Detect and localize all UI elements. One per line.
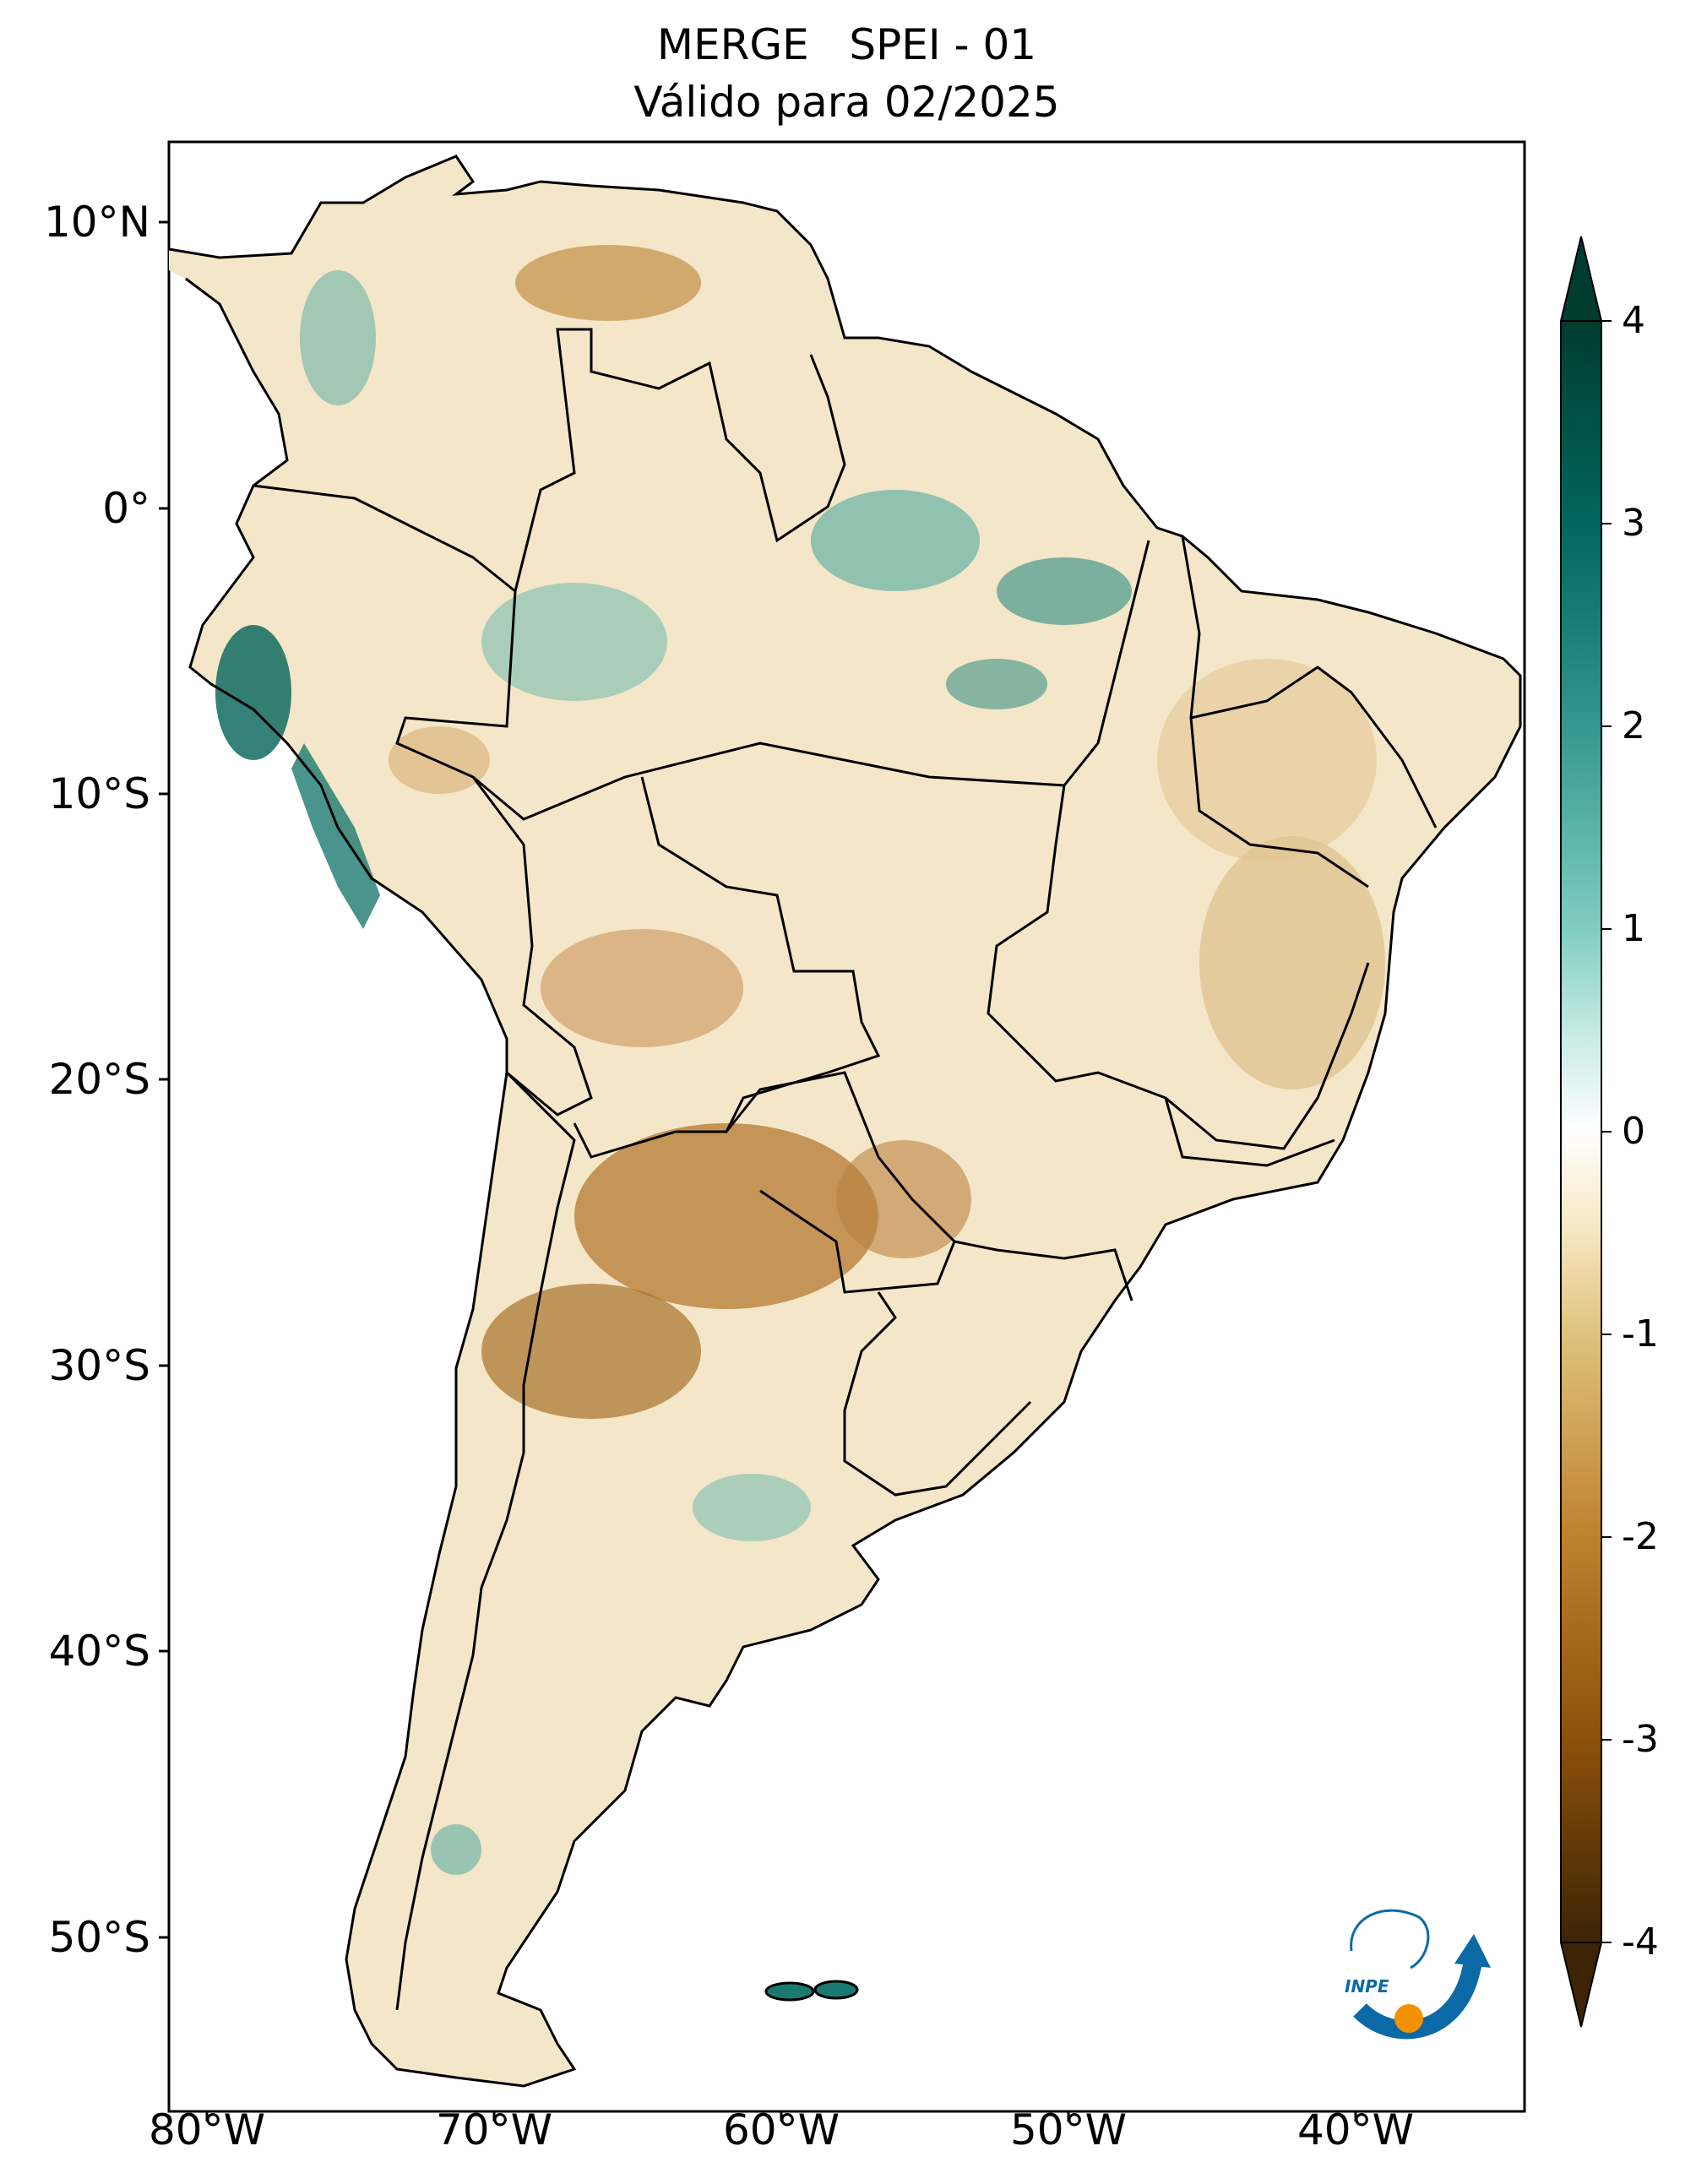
dry-region-minas-gerais bbox=[1199, 836, 1385, 1089]
lat-tick-50s: 50°S bbox=[48, 1913, 150, 1962]
colorbar-label-1: 1 bbox=[1622, 907, 1645, 950]
colorbar-label-3: 3 bbox=[1622, 502, 1645, 545]
wet-region-patagonia bbox=[431, 1824, 481, 1875]
wet-region-guyana bbox=[811, 490, 980, 591]
wet-region-buenos-aires bbox=[693, 1474, 811, 1541]
lat-tick-40s: 40°S bbox=[48, 1627, 150, 1676]
colorbar bbox=[1559, 236, 1612, 2028]
wet-region-colombia bbox=[300, 270, 376, 405]
border-bolivia bbox=[573, 776, 881, 1159]
colorbar-extend-bottom bbox=[1559, 1942, 1603, 2028]
border-venezuela-colombia bbox=[514, 328, 846, 592]
colorbar-label-4: 4 bbox=[1622, 299, 1645, 342]
colorbar-tick-marks bbox=[1601, 320, 1612, 1943]
border-brazil-bahia bbox=[1190, 666, 1438, 829]
border-uruguay bbox=[843, 1291, 1032, 1497]
dry-region-paraguay bbox=[836, 1140, 971, 1258]
lat-tick-20s: 20°S bbox=[48, 1055, 150, 1104]
lat-tick-30s: 30°S bbox=[48, 1341, 150, 1390]
colorbar-label-neg2: -2 bbox=[1622, 1515, 1659, 1558]
lon-tick-60w: 60°W bbox=[722, 2105, 840, 2154]
lat-tick-0: 0° bbox=[102, 484, 150, 533]
map-title: MERGE SPEI - 01 bbox=[656, 20, 1037, 69]
colorbar-extend-top bbox=[1559, 236, 1603, 322]
dry-region-bahia bbox=[1157, 659, 1377, 861]
colorbar-label-neg3: -3 bbox=[1622, 1718, 1659, 1761]
dry-region-venezuela bbox=[515, 245, 701, 321]
wet-region-para bbox=[997, 557, 1132, 625]
axis-ticks bbox=[159, 220, 1357, 2122]
colorbar-bar bbox=[1560, 320, 1602, 1943]
border-minas-gerais bbox=[1165, 962, 1370, 1150]
lat-tick-10s: 10°S bbox=[48, 769, 150, 818]
lat-tick-10n: 10°N bbox=[43, 198, 150, 247]
colorbar-label-2: 2 bbox=[1622, 704, 1645, 747]
lon-tick-70w: 70°W bbox=[435, 2105, 553, 2154]
border-chile-argentina bbox=[395, 1071, 576, 2011]
dry-region-peru-south bbox=[389, 726, 490, 794]
inpe-logo bbox=[1350, 1909, 1491, 2040]
map-subtitle: Válido para 02/2025 bbox=[633, 78, 1060, 127]
inpe-logo-text: INPE bbox=[1345, 1976, 1389, 1997]
wet-region-peru-coast bbox=[291, 743, 380, 929]
lon-tick-80w: 80°W bbox=[148, 2105, 266, 2154]
dry-region-chaco bbox=[574, 1123, 878, 1309]
wet-region-para-south bbox=[946, 659, 1047, 709]
border-brazil-north bbox=[253, 484, 1150, 821]
wet-region-amazonas bbox=[481, 583, 667, 701]
lon-tick-50w: 50°W bbox=[1009, 2105, 1128, 2154]
country-borders bbox=[168, 155, 1522, 2088]
south-america-landmass bbox=[169, 156, 1520, 2086]
dry-region-bolivia bbox=[541, 929, 743, 1047]
border-peru-bolivia bbox=[471, 776, 593, 1116]
coastline bbox=[168, 155, 1522, 2088]
lon-tick-40w: 40°W bbox=[1296, 2105, 1415, 2154]
border-brazil-states bbox=[987, 785, 1335, 1167]
wet-region-peru-coast-north bbox=[215, 625, 291, 760]
dry-region-argentina-north bbox=[481, 1284, 701, 1419]
border-paraguay bbox=[725, 1071, 956, 1294]
colorbar-label-neg1: -1 bbox=[1622, 1312, 1659, 1355]
border-brazil-northeast bbox=[1181, 535, 1369, 888]
colorbar-label-0: 0 bbox=[1622, 1110, 1645, 1153]
falkland-islands bbox=[764, 1980, 859, 2002]
colorbar-label-neg4: -4 bbox=[1622, 1921, 1659, 1964]
border-parana bbox=[954, 1240, 1133, 1301]
